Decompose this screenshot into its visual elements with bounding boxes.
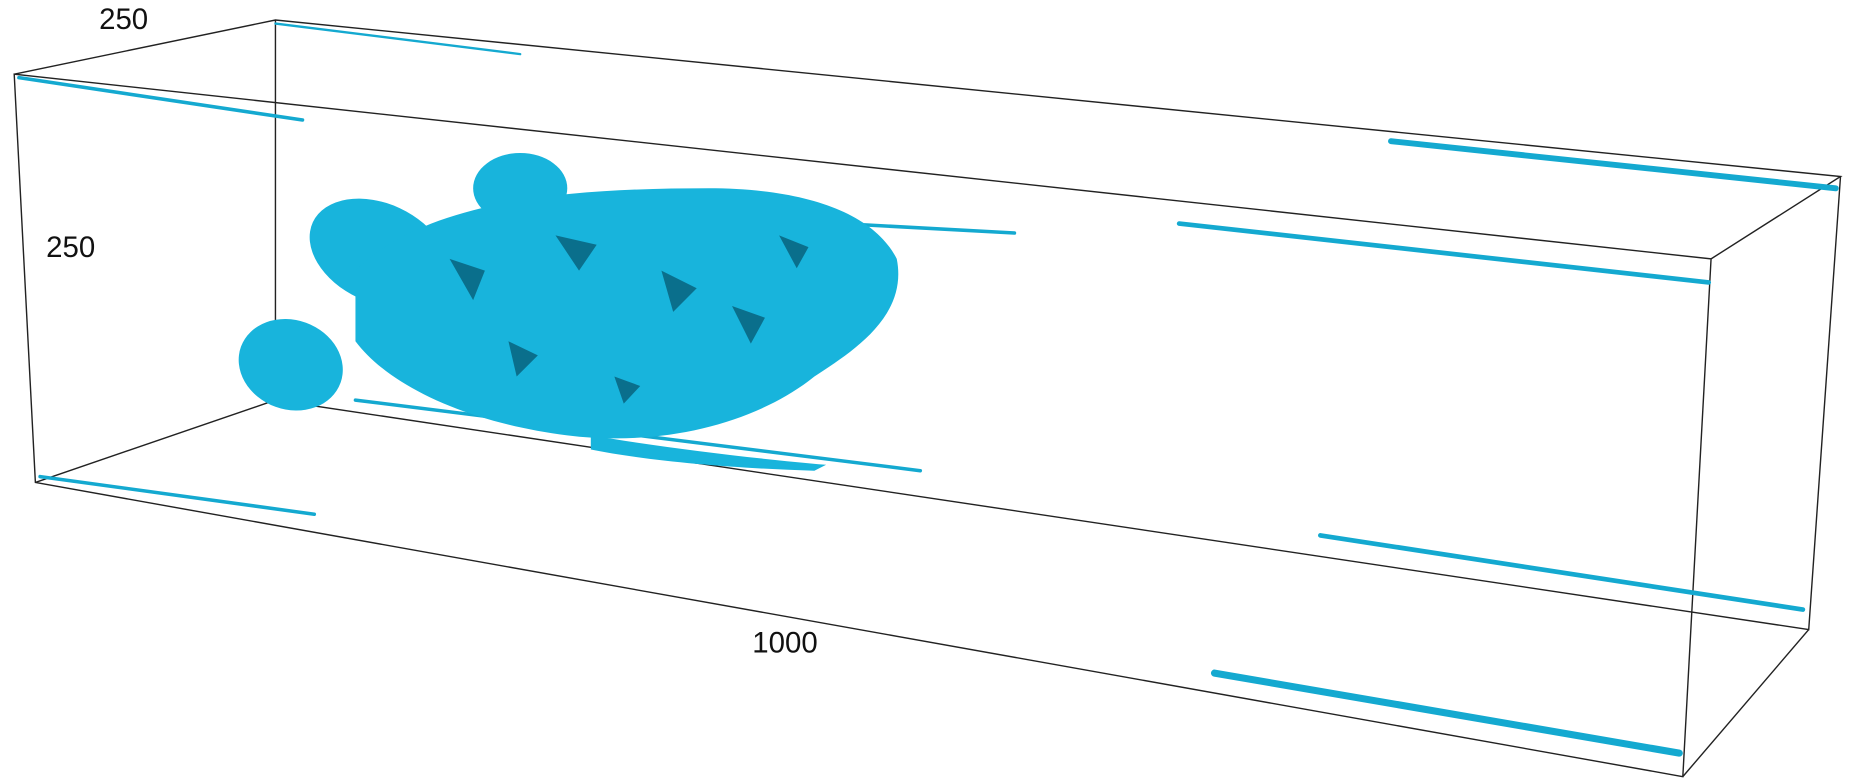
streak (275, 24, 520, 55)
height-label: 250 (46, 231, 95, 264)
turbulent-core (355, 188, 898, 438)
page: 250 250 1000 (() => { const data = JSON.… (0, 0, 1850, 779)
isosurface (226, 153, 899, 471)
streak (1391, 141, 1836, 188)
streak (19, 78, 303, 120)
depth-label: 250 (99, 3, 148, 36)
streak (1214, 673, 1679, 753)
visualization: 250 250 1000 (0, 0, 1850, 779)
length-label: 1000 (752, 627, 817, 660)
box-edge (35, 400, 275, 482)
box-edge (1683, 630, 1809, 777)
vortex-ring (226, 305, 356, 425)
streak (1320, 535, 1802, 609)
streak (1179, 224, 1709, 283)
streak (40, 477, 314, 515)
